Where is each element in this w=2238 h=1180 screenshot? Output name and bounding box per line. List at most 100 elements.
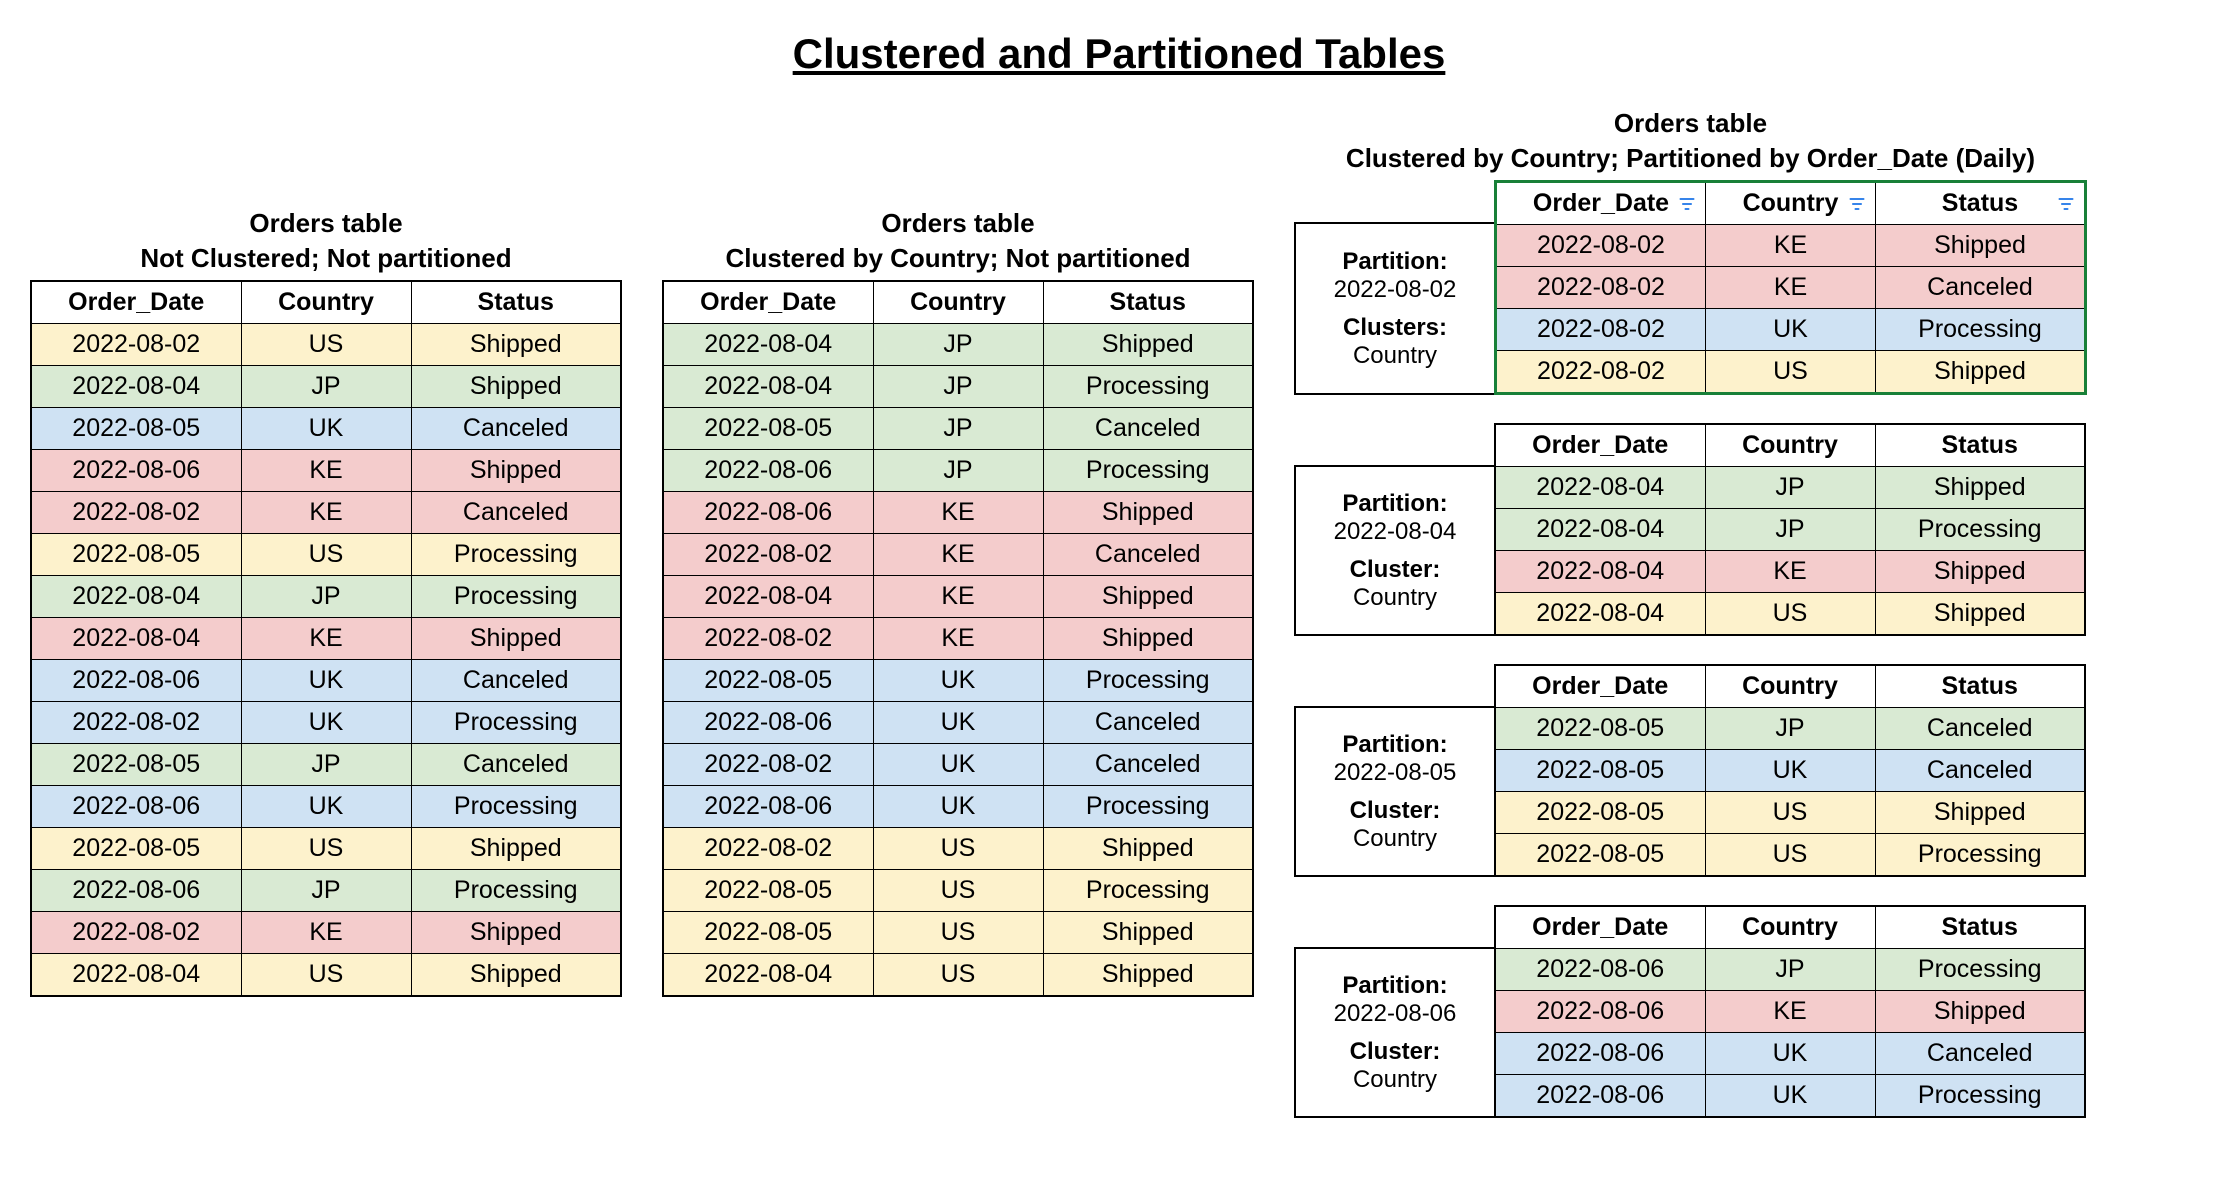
table-cell: Processing <box>1875 1075 2085 1118</box>
table-title: Orders table <box>662 208 1254 239</box>
cluster-label: Cluster: <box>1350 1038 1441 1065</box>
table-cell: Shipped <box>1043 954 1253 997</box>
table-row: 2022-08-04KEShipped <box>663 576 1253 618</box>
table-cell: 2022-08-06 <box>663 786 873 828</box>
table-cell: Canceled <box>1043 744 1253 786</box>
table-row: 2022-08-06UKCanceled <box>31 660 621 702</box>
table-cell: 2022-08-05 <box>1495 792 1705 834</box>
table-cell: Shipped <box>411 828 621 870</box>
column-header: Country <box>241 281 411 324</box>
column-header-label: Status <box>1942 189 2018 217</box>
cluster-label: Cluster: <box>1350 797 1441 824</box>
filter-icon <box>1677 194 1697 214</box>
table-cell: Shipped <box>1043 912 1253 954</box>
table-cell: 2022-08-02 <box>663 534 873 576</box>
table-row: 2022-08-02USShipped <box>1496 351 2086 394</box>
column-header-label: Order_Date <box>68 288 204 316</box>
table-row: 2022-08-04JPProcessing <box>1495 509 2085 551</box>
table-cell: Shipped <box>411 912 621 954</box>
table-row: 2022-08-06JPProcessing <box>31 870 621 912</box>
cluster-value: Country <box>1353 825 1437 852</box>
table-cell: 2022-08-06 <box>31 870 241 912</box>
table-cell: US <box>1705 792 1875 834</box>
table-cell: 2022-08-02 <box>31 912 241 954</box>
table-cell: KE <box>873 534 1043 576</box>
partition-table-wrap: Order_DateCountryStatus2022-08-02KEShipp… <box>1494 180 2087 395</box>
table-cell: KE <box>1705 551 1875 593</box>
cluster-label: Clusters: <box>1343 314 1447 341</box>
column-header-label: Country <box>278 288 374 316</box>
table-cell: Canceled <box>411 408 621 450</box>
table-cell: Processing <box>411 786 621 828</box>
table-row: 2022-08-05UKCanceled <box>1495 750 2085 792</box>
column-header: Country <box>1706 182 1876 225</box>
column-header: Country <box>1705 665 1875 708</box>
table-cell: Shipped <box>1043 618 1253 660</box>
table-cell: 2022-08-05 <box>1495 708 1705 750</box>
table-row: 2022-08-05USProcessing <box>31 534 621 576</box>
column-header-label: Country <box>910 288 1006 316</box>
table-cell: JP <box>873 366 1043 408</box>
filter-icon <box>1847 194 1867 214</box>
column-header-label: Status <box>1942 431 2018 459</box>
table-cell: Canceled <box>1875 708 2085 750</box>
table-row: 2022-08-06JPProcessing <box>663 450 1253 492</box>
partition-value: 2022-08-04 <box>1334 518 1457 545</box>
table-cell: 2022-08-02 <box>1496 309 1706 351</box>
column-header-label: Country <box>1742 672 1838 700</box>
table-cell: Canceled <box>1043 702 1253 744</box>
table-row: 2022-08-02KEShipped <box>663 618 1253 660</box>
table-row: 2022-08-06KEShipped <box>663 492 1253 534</box>
table-cell: Processing <box>411 534 621 576</box>
table-cell: 2022-08-04 <box>663 324 873 366</box>
table-cell: Canceled <box>1876 267 2086 309</box>
table-cell: 2022-08-04 <box>1495 509 1705 551</box>
table-cell: 2022-08-02 <box>663 618 873 660</box>
partition-label: Partition: <box>1342 731 1447 758</box>
column-clustered-partitioned: Orders tableClustered by Country; Partit… <box>1294 108 2087 1146</box>
table-row: 2022-08-04JPProcessing <box>663 366 1253 408</box>
table-cell: 2022-08-02 <box>1496 351 1706 394</box>
table-cell: UK <box>1705 750 1875 792</box>
table-cell: 2022-08-02 <box>1496 267 1706 309</box>
column-header: Status <box>1876 182 2086 225</box>
table-cell: Shipped <box>1043 324 1253 366</box>
table-cell: US <box>873 870 1043 912</box>
table-cell: Shipped <box>1043 492 1253 534</box>
table-cell: KE <box>873 618 1043 660</box>
table-cell: 2022-08-06 <box>31 786 241 828</box>
table-cell: UK <box>873 786 1043 828</box>
cluster-value: Country <box>1353 584 1437 611</box>
table-cell: Processing <box>1043 786 1253 828</box>
cluster-value: Country <box>1353 342 1437 369</box>
column-clustered: Orders tableClustered by Country; Not pa… <box>662 208 1254 997</box>
table-cell: 2022-08-02 <box>663 828 873 870</box>
table-subtitle: Clustered by Country; Partitioned by Ord… <box>1294 143 2087 174</box>
table-cell: 2022-08-05 <box>31 744 241 786</box>
column-header-label: Status <box>1942 672 2018 700</box>
table-row: 2022-08-04USShipped <box>1495 593 2085 636</box>
table-row: 2022-08-02KECanceled <box>31 492 621 534</box>
table-cell: 2022-08-05 <box>663 870 873 912</box>
table-cell: KE <box>1706 225 1876 267</box>
table-cell: Shipped <box>1875 792 2085 834</box>
table-cell: 2022-08-04 <box>663 366 873 408</box>
table-row: 2022-08-02KEShipped <box>31 912 621 954</box>
column-header: Order_Date <box>663 281 873 324</box>
table-row: 2022-08-05JPCanceled <box>663 408 1253 450</box>
table-row: 2022-08-06KEShipped <box>31 450 621 492</box>
partition-label: Partition: <box>1342 972 1447 999</box>
orders-table: Order_DateCountryStatus2022-08-04JPShipp… <box>662 280 1254 997</box>
table-cell: 2022-08-05 <box>1495 834 1705 877</box>
table-cell: US <box>241 954 411 997</box>
table-cell: JP <box>241 366 411 408</box>
table-cell: US <box>873 828 1043 870</box>
table-cell: 2022-08-06 <box>663 702 873 744</box>
table-cell: Shipped <box>1043 576 1253 618</box>
table-cell: Canceled <box>1043 408 1253 450</box>
table-cell: KE <box>241 492 411 534</box>
table-cell: 2022-08-02 <box>663 744 873 786</box>
column-header: Order_Date <box>1495 665 1705 708</box>
filter-icon <box>2056 194 2076 214</box>
partition-group: Partition:2022-08-04Cluster:CountryOrder… <box>1294 423 2087 636</box>
